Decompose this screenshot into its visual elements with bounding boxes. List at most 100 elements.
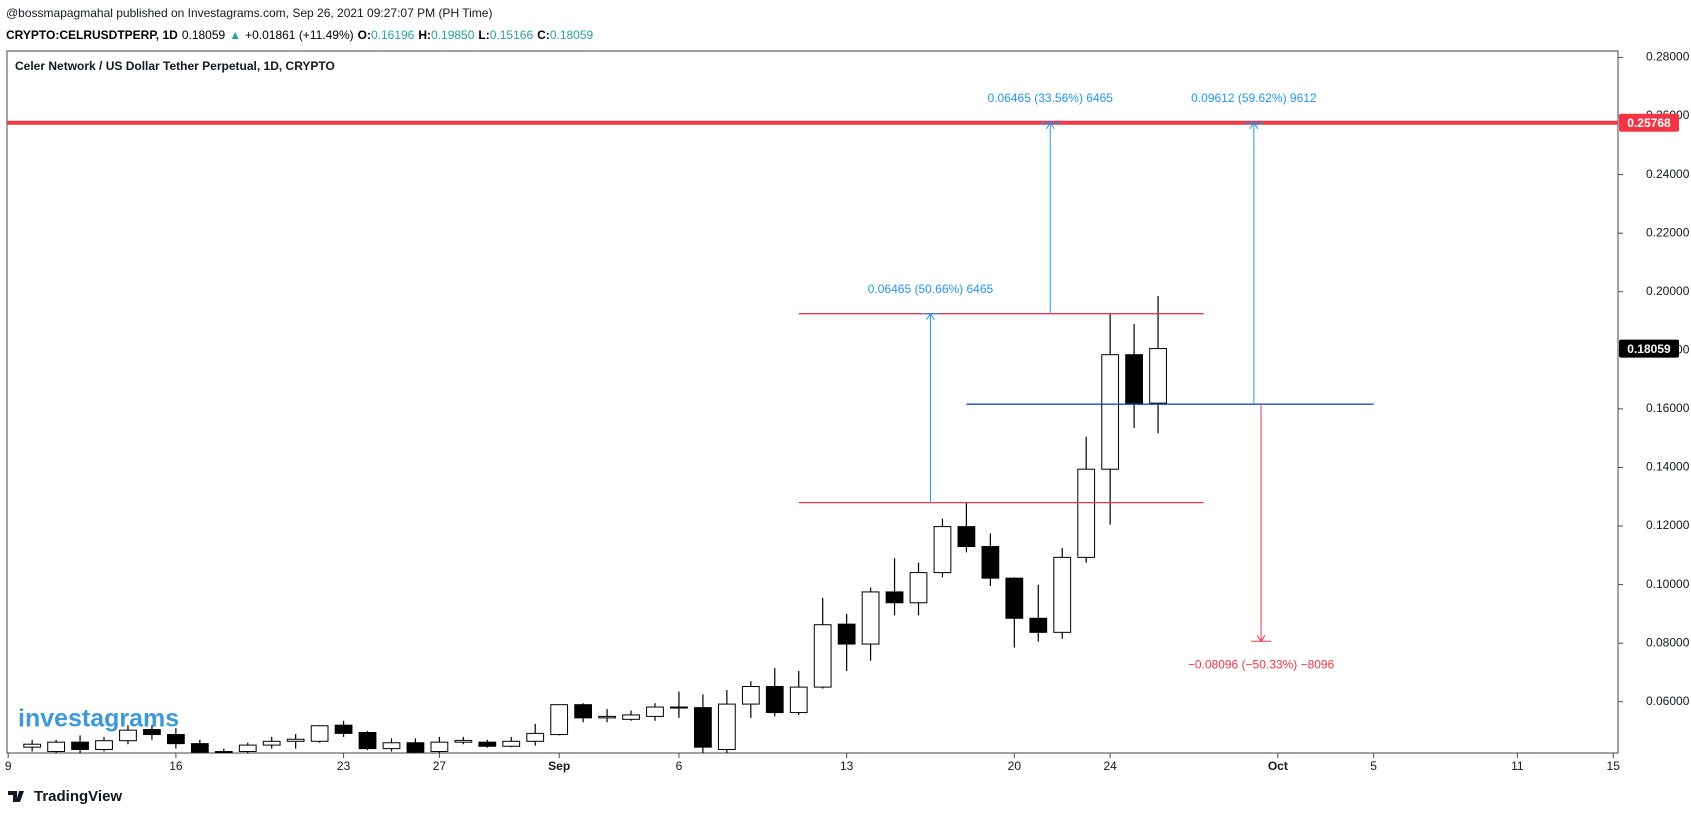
candle-body — [95, 740, 113, 750]
price-label: 0.18059 — [1627, 342, 1671, 356]
x-tick-label: 11 — [1511, 759, 1524, 773]
quote-item: ▲ — [229, 28, 242, 42]
candle-body — [574, 704, 593, 719]
footer-icon — [8, 791, 24, 802]
quote-item: 0.15166 — [489, 28, 534, 42]
x-tick-label: Oct — [1268, 759, 1288, 773]
x-tick-label: 27 — [433, 759, 447, 773]
candle-body — [71, 741, 89, 750]
y-tick-label: 0.14000 — [1646, 460, 1690, 474]
candle-body — [502, 740, 521, 747]
quote-item: 0.16196 — [370, 28, 415, 42]
candle-body — [334, 724, 353, 734]
candle-body — [167, 734, 185, 745]
quote-item: +0.01861 (+11.49%) — [245, 28, 354, 42]
y-tick-label: 0.20000 — [1646, 284, 1690, 298]
candle-body — [406, 742, 425, 753]
candle-body — [119, 729, 137, 742]
candle-body — [1077, 468, 1096, 558]
candle-body — [837, 623, 856, 645]
price-label-box — [1619, 339, 1679, 358]
y-tick-label: 0.28000 — [1646, 50, 1690, 64]
candle-body — [478, 741, 497, 747]
quote-item: L: — [478, 28, 490, 42]
candle-body — [1029, 617, 1048, 633]
candle-body — [23, 743, 42, 748]
candle-body — [1053, 556, 1072, 633]
quote-item: 0.18059 — [549, 28, 594, 42]
candle-body — [143, 729, 161, 736]
x-tick-label: 6 — [676, 759, 683, 773]
candle-body — [47, 741, 65, 753]
y-tick-label: 0.10000 — [1646, 577, 1690, 591]
y-tick-label: 0.16000 — [1646, 401, 1690, 415]
candle-body — [550, 704, 569, 736]
x-tick-label: 24 — [1103, 759, 1117, 773]
candle-body — [310, 725, 329, 742]
candle-body — [1149, 348, 1167, 404]
y-tick-label: 0.24000 — [1646, 167, 1690, 181]
candle-body — [861, 591, 880, 645]
plot-frame — [6, 50, 1619, 754]
candle-body — [190, 743, 209, 753]
candle-body — [957, 526, 976, 548]
y-tick-label: 0.06000 — [1646, 694, 1690, 708]
candle-body — [1101, 354, 1120, 470]
measure-label: 0.06465 (33.56%) 6465 — [988, 91, 1114, 105]
published-line: @bossmapagmahal published on Investagram… — [6, 6, 493, 20]
candle-body — [358, 731, 377, 750]
price-label: 0.25768 — [1627, 116, 1671, 130]
candle-body — [981, 546, 1000, 579]
candle-body — [646, 706, 664, 717]
x-tick-label: 5 — [1370, 759, 1377, 773]
candle-body — [382, 742, 401, 750]
watermark: investagrams — [18, 705, 179, 733]
candle-body — [238, 744, 257, 753]
quote-line: CRYPTO:CELRUSDTPERP, 1D 0.18059 ▲ +0.01861 … — [6, 28, 597, 42]
candle-body — [885, 591, 904, 604]
candle-body — [214, 751, 233, 753]
x-tick-label: 16 — [169, 759, 183, 773]
candle-body — [1125, 354, 1143, 405]
candle-body — [813, 624, 832, 688]
measure-label: 0.09612 (59.62%) 9612 — [1191, 91, 1317, 105]
candle-body — [789, 686, 808, 714]
y-tick-label: 0.12000 — [1646, 518, 1690, 532]
candle-body — [765, 686, 784, 714]
measure-label: 0.06465 (50.66%) 6465 — [868, 282, 994, 296]
candle-body — [694, 707, 712, 748]
candle-body — [430, 741, 449, 753]
candle-body — [741, 686, 760, 705]
candle-body — [933, 526, 952, 574]
quote-item: C: — [537, 28, 550, 42]
quote-item: CRYPTO:CELRUSDTPERP, 1D — [6, 28, 178, 42]
x-tick-label: 20 — [1008, 759, 1022, 773]
quote-item: 0.18059 — [181, 28, 226, 42]
candle-body — [670, 706, 688, 709]
price-label-box — [1619, 113, 1679, 132]
candle-body — [717, 703, 736, 750]
quote-item: 0.19850 — [431, 28, 475, 42]
candle-body — [286, 738, 305, 742]
candle-body — [622, 714, 640, 720]
chart-title: Celer Network / US Dollar Tether Perpetu… — [15, 59, 335, 73]
measure-label: −0.08096 (−50.33%) −8096 — [1188, 657, 1335, 671]
x-tick-label: 13 — [840, 759, 854, 773]
candle-body — [909, 572, 928, 604]
y-tick-label: 0.22000 — [1646, 225, 1690, 239]
candle-body — [1005, 577, 1024, 619]
x-tick-label: 23 — [337, 759, 351, 773]
candle-body — [262, 740, 281, 746]
candle-body — [454, 739, 473, 743]
quote-item: H: — [418, 28, 432, 42]
x-tick-label: 9 — [5, 759, 12, 773]
y-tick-label: 0.08000 — [1646, 635, 1690, 649]
candle-body — [598, 715, 616, 719]
quote-item: O: — [357, 28, 371, 42]
x-tick-label: Sep — [548, 759, 570, 773]
candle-body — [526, 732, 545, 742]
x-tick-label: 15 — [1607, 759, 1621, 773]
footer-logo: TradingView — [34, 788, 122, 805]
